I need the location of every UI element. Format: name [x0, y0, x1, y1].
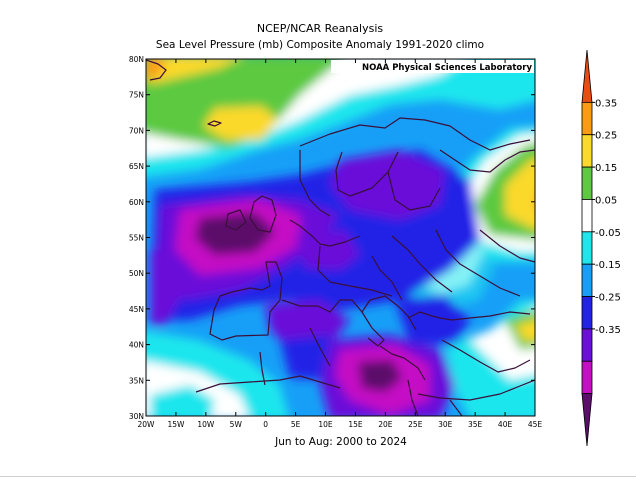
longitude-axis: 20W 15W 10W 5W 0 5E 10E 15E 20E 25E 30E 35E 40E 45E [138, 59, 543, 429]
lon-label: 0 [263, 420, 268, 429]
colorbar-segment [581, 296, 593, 330]
colorbar: 0.35 0.25 0.15 0.05 -0.05 -0.15 -0.25 -0.35 [581, 49, 621, 447]
lat-label: 40N [129, 341, 144, 350]
colorbar-segment [581, 199, 593, 233]
colorbar-label: -0.15 [595, 260, 621, 271]
lat-label: 75N [129, 91, 144, 100]
colorbar-segment [581, 328, 593, 362]
colorbar-segment [581, 263, 593, 297]
lon-label: 15W [167, 420, 185, 429]
bottom-divider [0, 476, 636, 477]
latitude-axis: 80N 75N 70N 65N 60N 55N 50N 45N 40N 35N 30N [129, 55, 535, 421]
colorbar-label: 0.25 [595, 131, 617, 142]
colorbar-label: -0.35 [595, 325, 621, 336]
lon-label: 10E [318, 420, 333, 429]
colorbar-label: 0.05 [595, 195, 617, 206]
lat-label: 35N [129, 376, 144, 385]
lon-label: 40E [498, 420, 513, 429]
colorbar-segment [581, 360, 593, 395]
lat-label: 55N [129, 234, 144, 243]
lon-label: 35E [468, 420, 483, 429]
colorbar-segment [581, 393, 593, 447]
lat-label: 65N [129, 162, 144, 171]
lat-label: 45N [129, 305, 144, 314]
lon-label: 20W [138, 420, 156, 429]
coastlines [146, 59, 535, 416]
lat-label: 70N [129, 126, 144, 135]
colorbar-segment [581, 166, 593, 200]
colorbar-segment [581, 49, 593, 103]
lon-label: 25E [408, 420, 423, 429]
lat-label: 50N [129, 269, 144, 278]
map-subtitle: Sea Level Pressure (mb) Composite Anomal… [156, 39, 484, 51]
credit-box [331, 60, 534, 73]
colorbar-segment [581, 101, 593, 136]
colorbar-label: -0.05 [595, 228, 621, 239]
lon-label: 10W [197, 420, 215, 429]
lat-label: 30N [129, 412, 144, 421]
lon-label: 5W [230, 420, 243, 429]
colorbar-label: -0.25 [595, 293, 621, 304]
lon-label: 20E [378, 420, 393, 429]
lat-label: 60N [129, 198, 144, 207]
colorbar-label: 0.15 [595, 163, 617, 174]
lon-label: 5E [291, 420, 301, 429]
credit-label: NOAA Physical Sciences Laboratory [362, 63, 532, 73]
lon-label: 15E [348, 420, 363, 429]
colorbar-label: 0.35 [595, 98, 617, 109]
lon-label: 45E [528, 420, 543, 429]
date-range-caption: Jun to Aug: 2000 to 2024 [274, 436, 407, 448]
colorbar-segment [581, 231, 593, 265]
lat-label: 80N [129, 55, 144, 64]
anomaly-field [146, 59, 535, 416]
map-title: NCEP/NCAR Reanalysis [257, 22, 383, 35]
lon-label: 30E [438, 420, 453, 429]
colorbar-segment [581, 134, 593, 168]
